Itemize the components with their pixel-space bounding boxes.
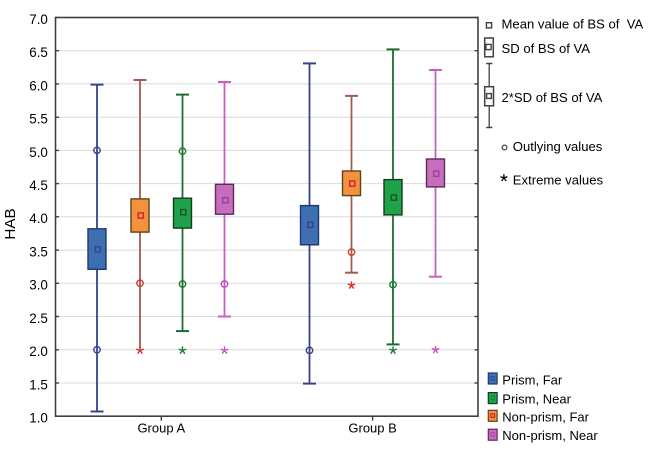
svg-text:5.5: 5.5 — [29, 112, 48, 127]
svg-text:3.5: 3.5 — [29, 245, 48, 260]
svg-text:Non-prism, Near: Non-prism, Near — [502, 428, 598, 443]
svg-text:Prism, Near: Prism, Near — [502, 392, 571, 407]
svg-text:Outlying values: Outlying values — [513, 139, 603, 154]
svg-text:4.0: 4.0 — [29, 211, 48, 226]
svg-text:HAB: HAB — [2, 208, 19, 239]
svg-text:6.0: 6.0 — [29, 78, 48, 93]
svg-text:2.0: 2.0 — [29, 344, 48, 359]
svg-text:Group A: Group A — [137, 421, 185, 436]
svg-text:2.5: 2.5 — [29, 311, 48, 326]
svg-text:5.0: 5.0 — [29, 145, 48, 160]
svg-text:SD of BS of VA: SD of BS of VA — [502, 41, 591, 56]
svg-text:Mean value of BS of VA: Mean value of BS of VA — [502, 17, 644, 32]
svg-text:1.5: 1.5 — [29, 377, 48, 392]
svg-text:Group B: Group B — [348, 421, 396, 436]
svg-text:Non-prism, Far: Non-prism, Far — [502, 409, 589, 424]
svg-text:Extreme values: Extreme values — [513, 172, 604, 187]
svg-text:3.0: 3.0 — [29, 278, 48, 293]
svg-text:2*SD of BS of VA: 2*SD of BS of VA — [502, 90, 603, 105]
svg-text:1.0: 1.0 — [29, 411, 48, 426]
svg-text:7.0: 7.0 — [29, 12, 48, 27]
svg-text:6.5: 6.5 — [29, 45, 48, 60]
svg-text:Prism, Far: Prism, Far — [502, 373, 563, 388]
svg-text:4.5: 4.5 — [29, 178, 48, 193]
